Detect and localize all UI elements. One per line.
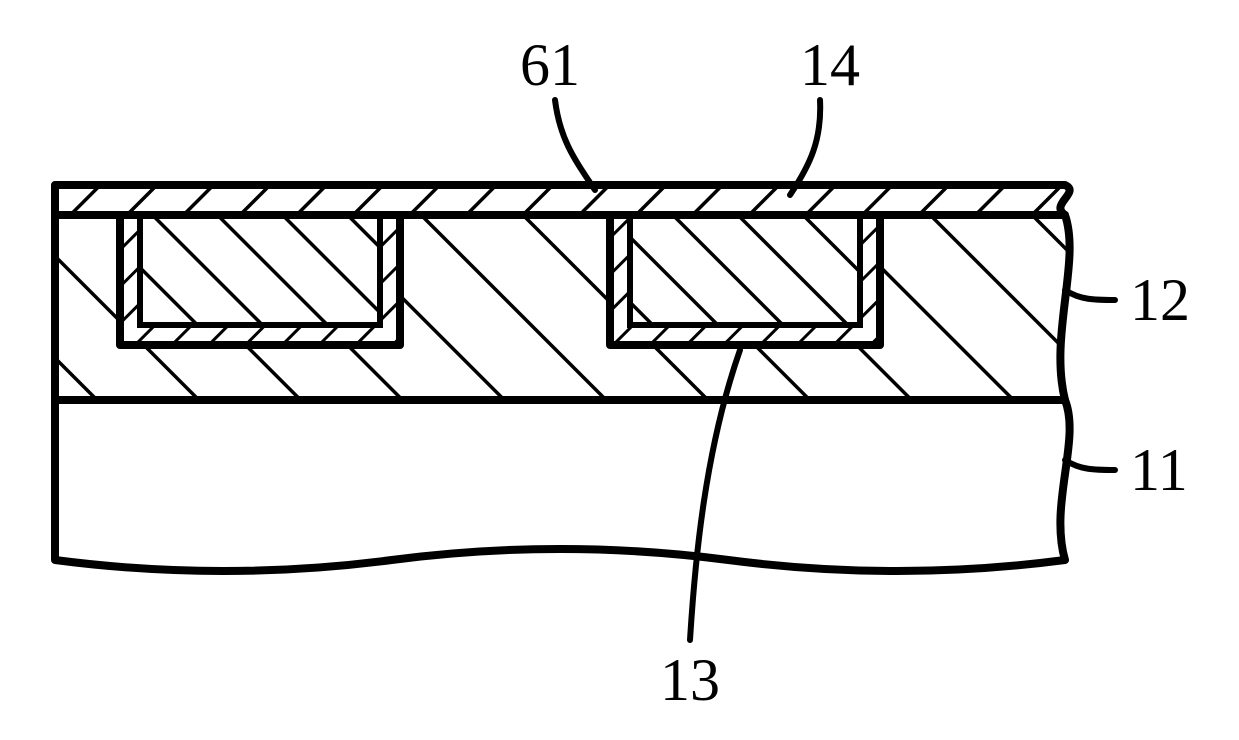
label-11: 11 — [1130, 437, 1188, 503]
layer-11-substrate — [55, 400, 1070, 571]
label-12: 12 — [1130, 267, 1190, 333]
layer-stack — [55, 185, 1070, 571]
cross-section-figure: 61 14 12 11 13 — [0, 0, 1239, 740]
leader-d — [1065, 460, 1115, 470]
leader-a — [555, 100, 595, 190]
layer-61-cap — [55, 185, 1070, 215]
layer-14-fill-right — [630, 215, 860, 325]
label-13: 13 — [660, 647, 720, 713]
label-14: 14 — [800, 32, 860, 98]
layer-14-fill-left — [140, 215, 380, 325]
leader-c — [1065, 290, 1115, 300]
leader-b — [790, 100, 820, 195]
label-61: 61 — [520, 32, 580, 98]
